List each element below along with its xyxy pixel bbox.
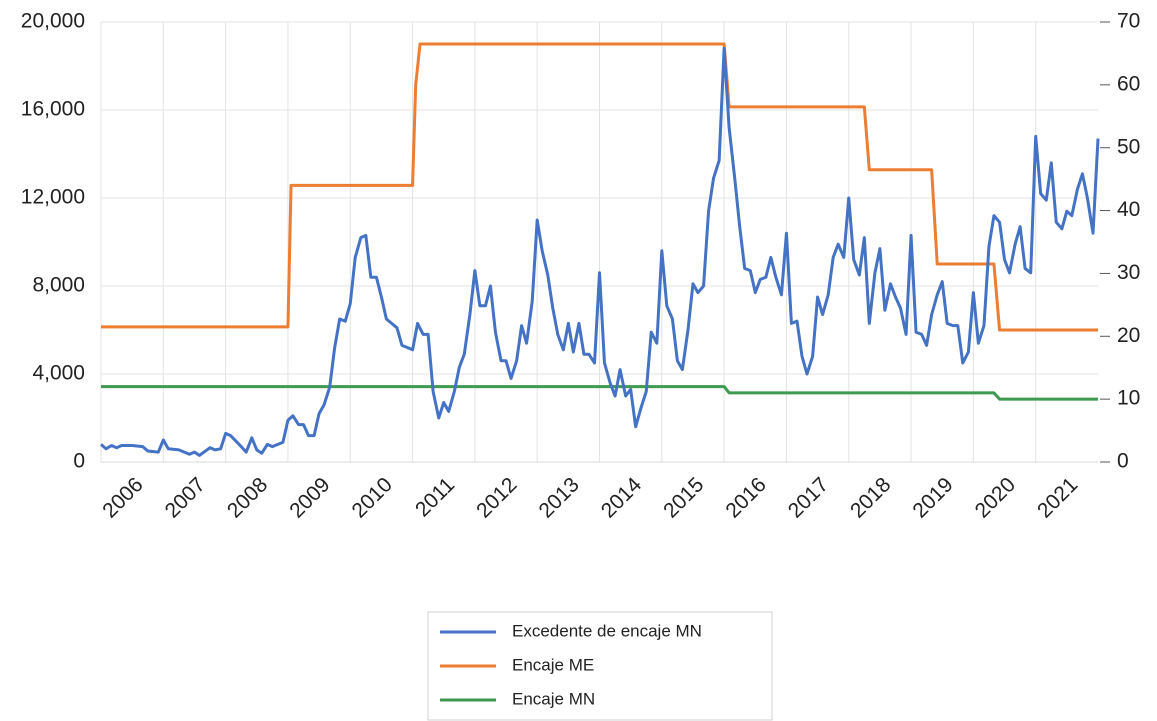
x-tick-label: 2007 xyxy=(161,473,210,522)
x-tick-label: 2015 xyxy=(659,473,708,522)
y2-tick-label: 40 xyxy=(1117,198,1140,221)
y2-tick-label: 70 xyxy=(1117,10,1140,33)
legend-label: Excedente de encaje MN xyxy=(512,621,702,640)
y-tick-label: 16,000 xyxy=(21,98,85,121)
x-tick-label: 2019 xyxy=(908,473,957,522)
series-line xyxy=(100,46,1100,457)
y-tick-label: 0 xyxy=(73,450,85,473)
x-tick-label: 2006 xyxy=(98,473,147,522)
y2-tick-label: 60 xyxy=(1117,72,1140,95)
y2-tick-label: 30 xyxy=(1117,261,1140,284)
x-tick-label: 2016 xyxy=(721,473,770,522)
x-tick-label: 2017 xyxy=(784,473,833,522)
x-tick-label: 2010 xyxy=(348,473,397,522)
legend: Excedente de encaje MN Encaje ME Encaje MN xyxy=(427,611,773,721)
x-tick-label: 2011 xyxy=(411,473,459,521)
x-tick-label: 2012 xyxy=(472,473,521,522)
x-tick-label: 2020 xyxy=(971,473,1020,522)
x-tick-label: 2008 xyxy=(223,473,272,522)
y-tick-label: 12,000 xyxy=(21,186,85,209)
x-tick-label: 2013 xyxy=(535,473,584,522)
legend-label: Encaje MN xyxy=(512,689,595,708)
y2-tick-label: 10 xyxy=(1117,387,1140,410)
y-tick-label: 20,000 xyxy=(21,10,85,33)
x-tick-label: 2021 xyxy=(1033,473,1082,522)
legend-label: Encaje ME xyxy=(512,655,594,674)
x-tick-label: 2009 xyxy=(285,473,334,522)
y-tick-label: 8,000 xyxy=(32,274,85,297)
x-tick-label: 2014 xyxy=(597,473,647,523)
y2-tick-label: 0 xyxy=(1117,450,1129,473)
series-line xyxy=(101,385,1098,401)
y2-tick-label: 20 xyxy=(1117,324,1140,347)
y2-tick-label: 50 xyxy=(1117,135,1140,158)
x-tick-label: 2018 xyxy=(846,473,895,522)
y-tick-label: 4,000 xyxy=(32,362,85,385)
